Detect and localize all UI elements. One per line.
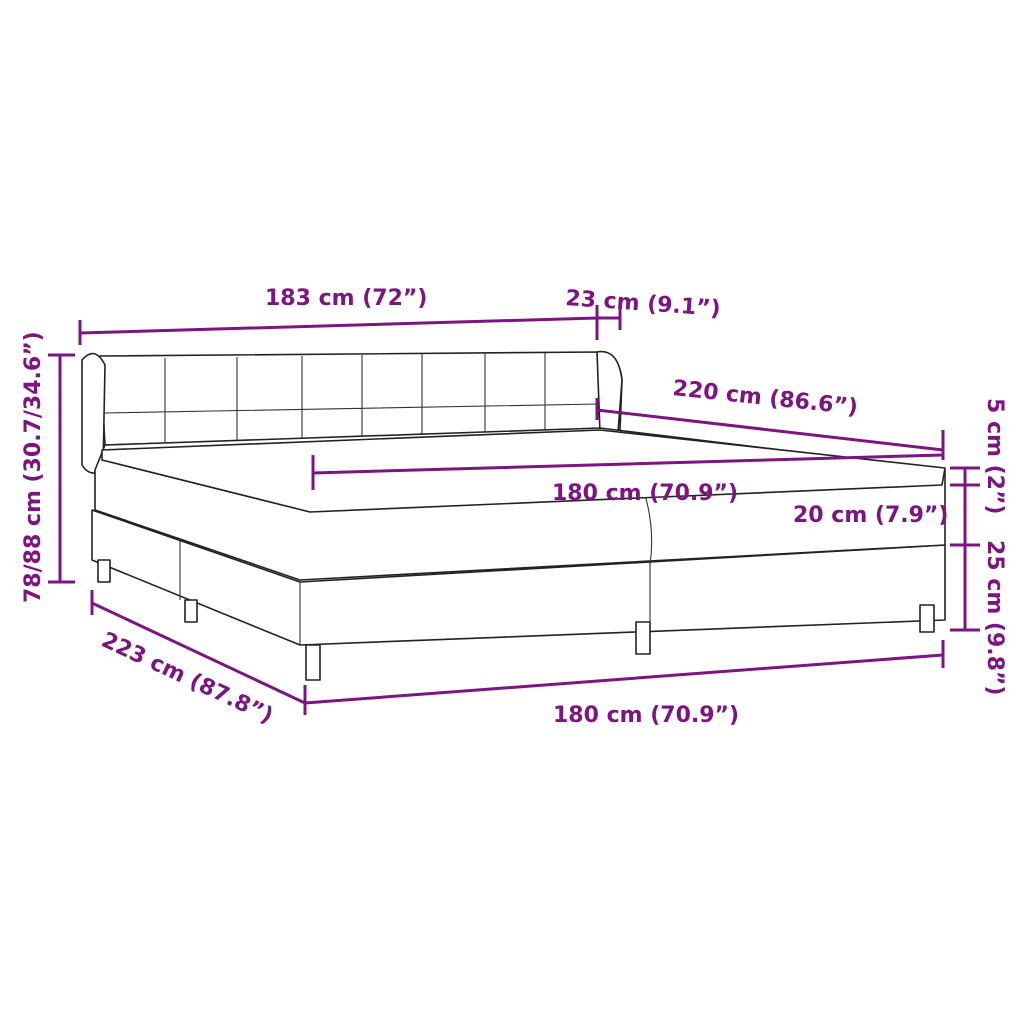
label-total-height: 78/88 cm (30.7/34.6”) xyxy=(21,331,46,603)
dim-base-width xyxy=(304,640,945,705)
leg xyxy=(184,599,198,623)
leg xyxy=(919,604,935,633)
dim-total-height xyxy=(48,353,75,584)
dimension-lines xyxy=(48,305,980,715)
label-mattress-length: 220 cm (86.6”) xyxy=(671,376,859,420)
mattress-topper xyxy=(101,429,946,513)
leg xyxy=(97,559,111,583)
bed-drawing xyxy=(81,350,946,681)
base-seams xyxy=(179,540,651,645)
label-headboard-width: 183 cm (72”) xyxy=(265,286,427,311)
mattress-seam xyxy=(644,494,653,566)
leg xyxy=(305,644,321,681)
label-mattress-width: 180 cm (70.9”) xyxy=(552,481,738,506)
dim-headboard-depth xyxy=(597,305,622,330)
label-headboard-depth: 23 cm (9.1”) xyxy=(565,286,722,322)
headboard-tufting xyxy=(104,353,599,442)
dim-base-height xyxy=(950,485,980,632)
leg xyxy=(635,621,651,655)
label-mattress-height: 20 cm (7.9”) xyxy=(793,503,948,528)
headboard-wing-right xyxy=(596,350,623,433)
dim-topper-height xyxy=(950,466,980,487)
dim-total-length xyxy=(90,590,307,715)
dim-headboard-width xyxy=(78,305,599,345)
dim-mattress-width xyxy=(311,453,944,490)
label-topper-height: 5 cm (2”) xyxy=(982,398,1007,514)
label-base-height: 25 cm (9.8”) xyxy=(982,540,1007,695)
label-base-width: 180 cm (70.9”) xyxy=(553,703,739,728)
